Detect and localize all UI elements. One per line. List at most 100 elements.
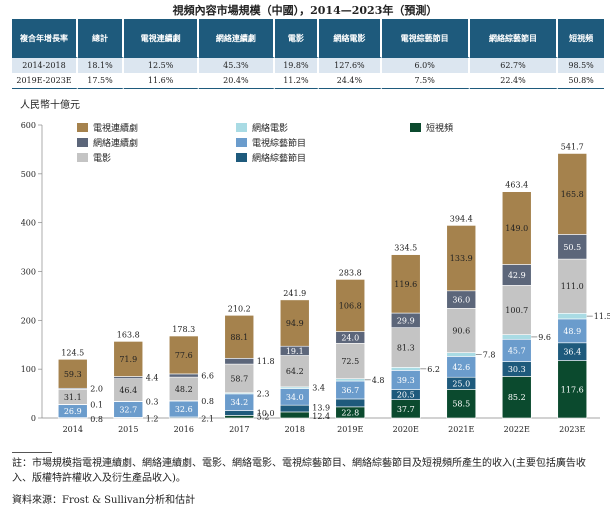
bar-value-label: 19.1 bbox=[286, 347, 304, 356]
legend-swatch bbox=[77, 153, 88, 162]
y-tick-label: 600 bbox=[21, 121, 36, 130]
bar-total-label: 394.4 bbox=[450, 214, 473, 223]
bar-side-label: 2.0 bbox=[90, 385, 103, 394]
bar-segment bbox=[279, 355, 310, 388]
cagr-header: 總計 bbox=[78, 19, 124, 57]
table-cell: 7.5% bbox=[381, 73, 470, 89]
bar-side-label: 3.4 bbox=[312, 384, 325, 393]
bar-segment bbox=[446, 308, 477, 353]
table-cell: 45.3% bbox=[199, 57, 275, 73]
table-row: 2019E-2023E 17.5% 11.6% 20.4% 11.2% 24.4… bbox=[12, 73, 604, 89]
x-tick-label: 2015 bbox=[118, 425, 138, 434]
bar-segment bbox=[168, 335, 199, 375]
table-row: 2014-2018 18.1% 12.5% 45.3% 19.8% 127.6%… bbox=[12, 57, 604, 73]
bar-value-label: 72.5 bbox=[341, 357, 359, 366]
x-tick-label: 2014 bbox=[63, 425, 83, 434]
x-tick-label: 2022E bbox=[504, 425, 530, 434]
bar-segment bbox=[446, 352, 477, 357]
bar-segment bbox=[279, 299, 310, 347]
table-cell: 22.4% bbox=[469, 73, 559, 89]
x-tick-label: 2020E bbox=[393, 425, 419, 434]
bar-value-label: 58.7 bbox=[230, 374, 248, 383]
bar-total-label: 241.9 bbox=[283, 289, 306, 298]
bar-segment bbox=[446, 225, 477, 292]
bar-value-label: 34.0 bbox=[286, 393, 304, 402]
bar-side-label: 0.8 bbox=[201, 397, 214, 406]
bar-value-label: 48.9 bbox=[563, 327, 581, 336]
bar-value-label: 149.0 bbox=[505, 224, 528, 233]
table-cell: 20.4% bbox=[199, 73, 275, 89]
table-cell: 11.2% bbox=[274, 73, 320, 89]
bar-side-label: 4.8 bbox=[372, 376, 385, 385]
bar-side-label: 10.0 bbox=[257, 409, 275, 418]
bar-side-label: 6.2 bbox=[427, 365, 440, 374]
bar-side-label: 12.4 bbox=[312, 412, 330, 421]
bar-value-label: 30.3 bbox=[508, 365, 526, 374]
bar-value-label: 119.6 bbox=[394, 280, 417, 289]
bar-value-label: 34.2 bbox=[230, 398, 248, 407]
bar-value-label: 20.5 bbox=[397, 391, 415, 400]
legend-label: 電視連續劇 bbox=[93, 122, 138, 134]
bar-side-label: 11.5 bbox=[594, 312, 610, 321]
cagr-header: 網絡綜藝節目 bbox=[469, 19, 559, 57]
bar-segment bbox=[335, 342, 366, 379]
bar-value-label: 71.9 bbox=[119, 355, 137, 364]
bar-side-label: 5.2 bbox=[257, 413, 270, 422]
bar-value-label: 42.6 bbox=[452, 363, 470, 372]
cagr-header: 網絡電影 bbox=[319, 19, 382, 57]
y-axis-label: 人民幣十億元 bbox=[20, 98, 80, 111]
y-tick-label: 100 bbox=[21, 365, 36, 374]
table-cell: 18.1% bbox=[78, 57, 124, 73]
footnote-rule bbox=[12, 452, 52, 453]
legend-label: 網絡電影 bbox=[252, 122, 288, 134]
y-tick-label: 300 bbox=[21, 268, 36, 277]
bar-segment bbox=[224, 315, 255, 359]
x-tick-label: 2023E bbox=[559, 425, 585, 434]
legend-swatch bbox=[77, 123, 88, 132]
bar-value-label: 106.8 bbox=[339, 301, 362, 310]
bar-segment bbox=[168, 373, 199, 378]
x-tick-label: 2021E bbox=[448, 425, 474, 434]
bar-value-label: 37.7 bbox=[397, 405, 415, 414]
bar-side-label: 1.2 bbox=[146, 415, 159, 424]
bar-value-label: 46.4 bbox=[119, 386, 137, 395]
bar-side-label: 11.8 bbox=[257, 357, 275, 366]
legend-swatch bbox=[77, 138, 88, 147]
bar-side-label: 13.9 bbox=[312, 404, 330, 413]
bar-side-label: 0.8 bbox=[90, 415, 103, 424]
legend-label: 電視綜藝節目 bbox=[252, 137, 306, 149]
table-cell: 24.4% bbox=[319, 73, 382, 89]
y-tick-label: 0 bbox=[31, 414, 36, 423]
bar-value-label: 88.1 bbox=[230, 333, 248, 342]
table-cell: 127.6% bbox=[319, 57, 382, 73]
cagr-header: 電視連續劇 bbox=[124, 19, 200, 57]
table-cell: 19.8% bbox=[274, 57, 320, 73]
bar-value-label: 58.5 bbox=[452, 400, 470, 409]
legend-swatch bbox=[410, 123, 421, 132]
bar-value-label: 77.6 bbox=[175, 351, 193, 360]
y-tick-label: 400 bbox=[21, 219, 36, 228]
bar-side-label: 9.6 bbox=[538, 333, 551, 342]
cagr-header: 網絡連續劇 bbox=[199, 19, 275, 57]
cagr-header: 電視綜藝節目 bbox=[381, 19, 470, 57]
bar-segment bbox=[390, 367, 421, 371]
legend-swatch bbox=[236, 153, 247, 162]
bar-value-label: 26.9 bbox=[64, 407, 82, 416]
bar-value-label: 133.9 bbox=[450, 254, 473, 263]
bar-value-label: 100.7 bbox=[505, 306, 528, 315]
bar-side-label: 4.4 bbox=[146, 374, 159, 383]
bar-side-label: 2.3 bbox=[257, 389, 270, 398]
cagr-table: 複合年增長率 總計 電視連續劇 網絡連續劇 電影 網絡電影 電視綜藝節目 網絡綜… bbox=[12, 19, 604, 89]
bar-value-label: 81.3 bbox=[397, 344, 415, 353]
bar-value-label: 85.2 bbox=[508, 393, 526, 402]
bar-segment bbox=[224, 358, 255, 365]
bar-value-label: 59.3 bbox=[64, 370, 82, 379]
bar-segment bbox=[335, 398, 366, 408]
bar-segment bbox=[557, 234, 588, 260]
bar-value-label: 36.4 bbox=[563, 348, 581, 357]
x-tick-label: 2018 bbox=[285, 425, 305, 434]
cagr-header: 複合年增長率 bbox=[12, 19, 78, 57]
bar-segment bbox=[224, 415, 255, 419]
table-cell: 50.8% bbox=[558, 73, 604, 89]
bar-segment bbox=[113, 376, 144, 379]
